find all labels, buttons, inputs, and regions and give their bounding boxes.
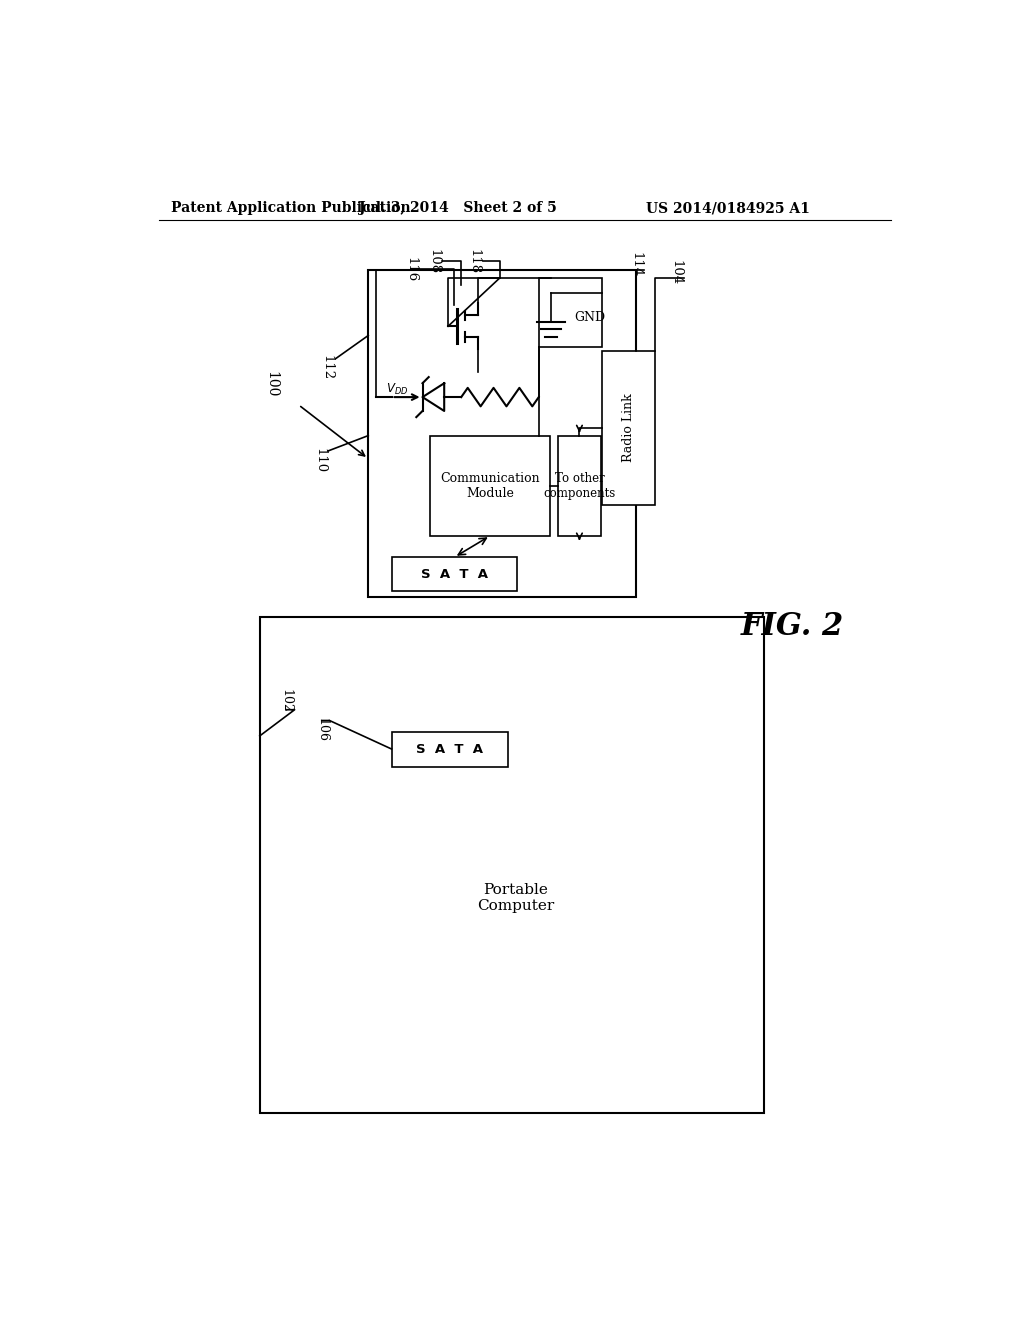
Text: Communication
Module: Communication Module: [440, 471, 540, 500]
Text: 110: 110: [313, 447, 327, 473]
Bar: [391, 557, 517, 591]
Text: 112: 112: [321, 355, 334, 380]
Text: S  A  T  A: S A T A: [416, 743, 483, 756]
Text: FIG. 2: FIG. 2: [740, 611, 844, 642]
Bar: [391, 733, 508, 767]
Text: Patent Application Publication: Patent Application Publication: [171, 202, 411, 215]
Text: $V_{DD}$: $V_{DD}$: [386, 381, 409, 397]
Text: 116: 116: [404, 257, 418, 282]
Bar: [558, 436, 601, 536]
Text: To other
components: To other components: [544, 471, 615, 500]
Text: 104: 104: [670, 260, 682, 285]
Text: Radio Link: Radio Link: [623, 393, 635, 462]
Text: Jul. 3, 2014   Sheet 2 of 5: Jul. 3, 2014 Sheet 2 of 5: [358, 202, 556, 215]
Text: US 2014/0184925 A1: US 2014/0184925 A1: [646, 202, 810, 215]
Bar: [430, 436, 550, 536]
Text: 106: 106: [315, 718, 329, 742]
Bar: [539, 277, 602, 347]
Text: Portable
Computer: Portable Computer: [477, 883, 554, 912]
Text: S  A  T  A: S A T A: [421, 568, 487, 581]
Text: GND: GND: [574, 312, 605, 325]
Text: 114: 114: [629, 252, 642, 277]
Bar: [260, 616, 764, 1113]
Bar: [602, 351, 655, 506]
Bar: [369, 271, 636, 598]
Text: 100: 100: [264, 371, 279, 397]
Text: 108: 108: [428, 249, 440, 275]
Text: 118: 118: [468, 249, 481, 275]
Text: 102: 102: [280, 689, 293, 713]
